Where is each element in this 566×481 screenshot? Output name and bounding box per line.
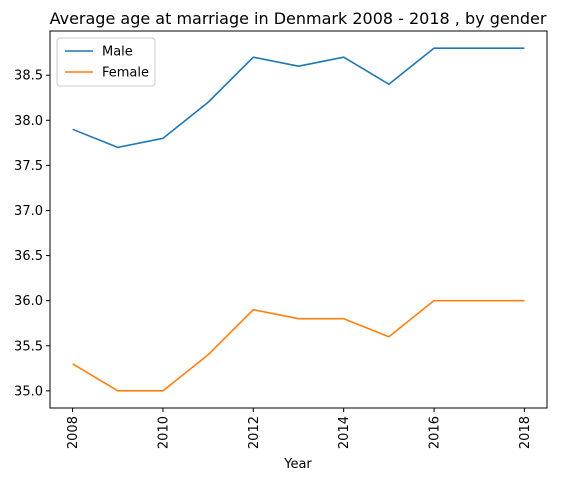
- y-tick-label: 35.5: [14, 339, 43, 354]
- x-tick-label: 2014: [337, 416, 352, 449]
- y-tick-label: 37.0: [14, 204, 43, 219]
- y-axis: 35.0 35.5 36.0 36.5 37.0 37.5 38.0 38.5: [14, 69, 50, 399]
- y-tick-label: 35.0: [14, 384, 43, 399]
- x-tick-label: 2008: [66, 416, 81, 449]
- legend-box: [56, 37, 156, 87]
- x-tick-label: 2018: [518, 416, 533, 449]
- y-tick-label: 38.5: [14, 69, 43, 84]
- x-tick-label: 2010: [156, 416, 171, 449]
- x-axis: 2008 2010 2012 2014 2016 2018: [66, 408, 533, 449]
- x-tick-label: 2012: [247, 416, 262, 449]
- y-tick-label: 38.0: [14, 114, 43, 129]
- legend-label-male: Male: [102, 45, 133, 60]
- x-tick-label: 2016: [428, 416, 443, 449]
- chart-title: Average age at marriage in Denmark 2008 …: [50, 9, 547, 28]
- series-line-male: [72, 47, 525, 149]
- plot-area: [49, 30, 548, 409]
- series-line-female: [72, 299, 525, 392]
- y-tick-label: 37.5: [14, 159, 43, 174]
- legend-label-female: Female: [102, 66, 149, 81]
- y-tick-label: 36.5: [14, 249, 43, 264]
- legend: Male Female: [56, 37, 156, 87]
- x-axis-label: Year: [283, 457, 312, 472]
- series-lines: [72, 47, 525, 392]
- y-tick-label: 36.0: [14, 294, 43, 309]
